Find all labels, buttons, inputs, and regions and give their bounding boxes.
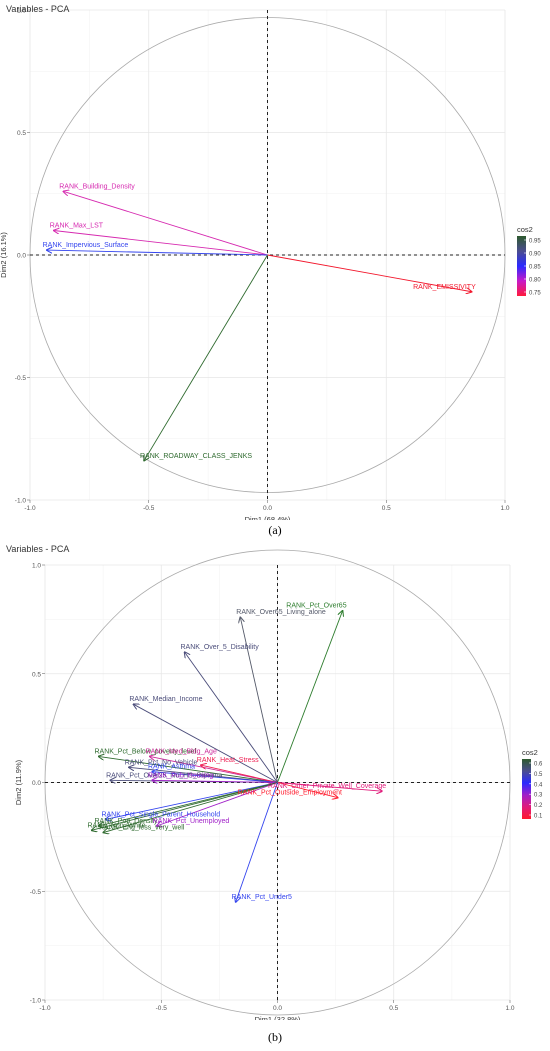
legend-label: 0.5 — [534, 772, 543, 778]
y-tick-label: -0.5 — [30, 889, 42, 896]
legend-label: 0.80 — [529, 278, 541, 284]
vector-arrow — [185, 652, 278, 783]
legend-label: 0.6 — [534, 762, 543, 768]
legend-colorbar — [522, 759, 531, 819]
x-tick-label: 1.0 — [505, 1005, 514, 1012]
legend-label: 0.95 — [529, 239, 541, 245]
chart-title: Variables - PCA — [6, 544, 70, 554]
vector-label: RANK_Pub_Housing — [148, 772, 213, 779]
caption-a: (a) — [268, 523, 282, 537]
vector-label: RANK_Med_Bldg_Age — [146, 748, 217, 755]
x-tick-label: 0.0 — [273, 1005, 282, 1012]
x-tick-label: 1.0 — [500, 505, 509, 512]
chart-title: Variables - PCA — [6, 4, 70, 14]
vector-label: RANK_Pct_Below_poverty_level — [94, 748, 196, 755]
vector-label: RANK_Eng_less_very_well — [99, 825, 185, 832]
x-tick-label: 0.5 — [382, 505, 391, 512]
vector-label: RANK_Non_White — [88, 822, 146, 829]
vector-label: RANK_Pct_Over65 — [286, 603, 346, 610]
x-axis-label: Dim1 (68.4%) — [245, 515, 291, 520]
x-tick-label: -1.0 — [24, 505, 36, 512]
x-tick-label: 0.0 — [263, 505, 272, 512]
vector-arrow — [152, 780, 278, 782]
legend-label: 0.2 — [534, 803, 543, 809]
y-tick-label: 1.0 — [32, 563, 41, 570]
legend-title: cos2 — [517, 225, 533, 234]
vector-label: RANK_Impervious_Surface — [43, 242, 129, 249]
vector-arrow — [236, 782, 278, 903]
vector-arrow — [277, 782, 338, 798]
x-tick-label: 0.5 — [389, 1005, 398, 1012]
vector-label: RANK_Heat_Stress — [197, 757, 259, 764]
x-tick-label: -1.0 — [39, 1005, 51, 1012]
y-axis-label: Dim2 (16.1%) — [0, 232, 8, 278]
vector-arrow — [152, 772, 278, 783]
pca-panel-a: Variables - PCA RANK_Building_Density RAN… — [0, 0, 550, 525]
vector-arrow — [54, 231, 268, 256]
vector-arrow — [144, 254, 268, 461]
x-tick-label: -0.5 — [156, 1005, 168, 1012]
vector-label: RANK_Pct_No_Vehicle — [125, 759, 198, 766]
vector-arrow — [240, 617, 278, 783]
vector-label: RANK_Over65_Living_alone — [236, 609, 326, 616]
caption-b: (b) — [268, 1030, 282, 1044]
y-tick-label: 0.5 — [17, 130, 26, 137]
vector-arrow — [133, 704, 278, 783]
y-tick-label: 1.0 — [17, 8, 26, 15]
y-tick-label: -1.0 — [30, 998, 42, 1005]
y-tick-label: -1.0 — [15, 498, 27, 505]
y-tick-label: 0.0 — [32, 780, 41, 787]
x-tick-label: -0.5 — [143, 505, 155, 512]
legend-label: 0.90 — [529, 252, 541, 258]
vector-label: RANK_Other_Private_Well_Coverage — [268, 783, 386, 790]
y-tick-label: -0.5 — [15, 375, 27, 382]
vector-arrow — [47, 250, 268, 256]
vector-label: RANK_Max_LST — [50, 223, 104, 230]
vector-label: RANK_Pct_Single_Parent_Household — [101, 811, 220, 818]
vector-label: RANK_ROADWAY_CLASS_JENKS — [140, 453, 252, 460]
legend-label: 0.4 — [534, 782, 543, 788]
vector-arrow — [150, 756, 278, 783]
vector-arrow — [63, 191, 268, 256]
vector-label: RANK_Median_Income — [129, 696, 202, 703]
vector-arrow — [103, 782, 278, 833]
vector-arrow — [201, 765, 278, 783]
x-axis-label: Dim1 (32.8%) — [255, 1015, 301, 1020]
vector-label: RANK_Pct_Unemployed — [153, 818, 230, 825]
pca-chart-a: RANK_Building_Density RANK_Max_LST RANK_Im… — [0, 8, 541, 525]
y-tick-label: 0.0 — [17, 253, 26, 260]
y-axis-label: Dim2 (11.9%) — [14, 759, 23, 805]
legend-colorbar — [517, 236, 526, 296]
legend-label: 0.3 — [534, 793, 543, 799]
vector-arrow — [105, 782, 278, 820]
vector-arrow — [277, 782, 383, 792]
legend-label: 0.1 — [534, 814, 543, 820]
vector-label: RANK_Asthma — [148, 764, 195, 771]
legend-label: 0.85 — [529, 265, 541, 271]
legend-label: 0.75 — [529, 291, 541, 297]
vector-arrow — [267, 254, 472, 292]
pca-panel-b: Variables - PCA RANK_Pct_Over65 RANK_Over… — [0, 540, 550, 1024]
vector-label: RANK_Over_5_Disability — [181, 644, 260, 651]
vector-arrow — [277, 611, 343, 783]
vector-arrow — [98, 756, 278, 783]
vector-arrow — [92, 782, 278, 831]
vector-label: RANK_Pct_Over25_No_HS_Diploma — [106, 772, 222, 779]
legend-title: cos2 — [522, 748, 538, 757]
vector-label: RANK_EMISSIVITY — [413, 284, 476, 291]
vector-label: RANK_Building_Density — [59, 183, 135, 190]
vector-arrow — [157, 782, 278, 827]
vector-label: RANK_Pop_Density — [94, 818, 158, 825]
y-tick-label: 0.5 — [32, 671, 41, 678]
vector-label: RANK_Pct_Outside_Employment — [238, 790, 342, 797]
vector-label: RANK_Pct_Under5 — [232, 894, 292, 901]
